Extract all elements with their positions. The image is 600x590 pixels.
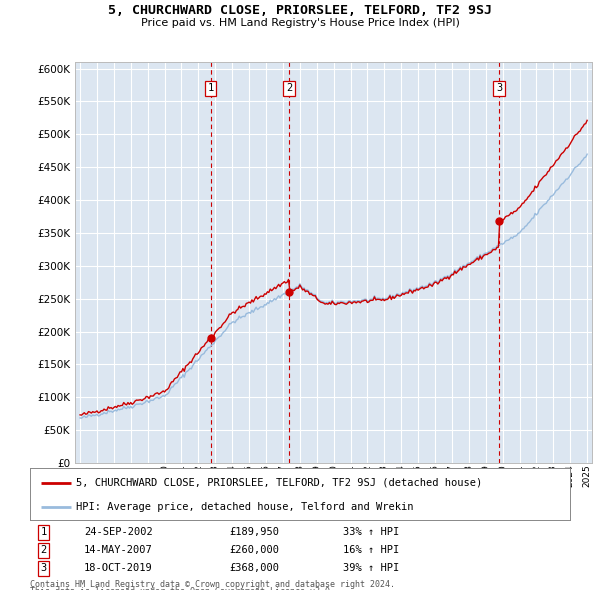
Text: 5, CHURCHWARD CLOSE, PRIORSLEE, TELFORD, TF2 9SJ: 5, CHURCHWARD CLOSE, PRIORSLEE, TELFORD,… (108, 4, 492, 17)
Text: 1: 1 (208, 83, 214, 93)
Text: 5, CHURCHWARD CLOSE, PRIORSLEE, TELFORD, TF2 9SJ (detached house): 5, CHURCHWARD CLOSE, PRIORSLEE, TELFORD,… (76, 478, 482, 488)
Text: 1: 1 (40, 527, 47, 537)
Text: 14-MAY-2007: 14-MAY-2007 (84, 545, 153, 555)
Text: £260,000: £260,000 (230, 545, 280, 555)
Text: 16% ↑ HPI: 16% ↑ HPI (343, 545, 400, 555)
Text: 39% ↑ HPI: 39% ↑ HPI (343, 563, 400, 573)
Text: This data is licensed under the Open Government Licence v3.0.: This data is licensed under the Open Gov… (30, 587, 335, 590)
Text: Price paid vs. HM Land Registry's House Price Index (HPI): Price paid vs. HM Land Registry's House … (140, 18, 460, 28)
Text: 3: 3 (40, 563, 47, 573)
Text: 24-SEP-2002: 24-SEP-2002 (84, 527, 153, 537)
Text: 33% ↑ HPI: 33% ↑ HPI (343, 527, 400, 537)
Text: 18-OCT-2019: 18-OCT-2019 (84, 563, 153, 573)
Text: Contains HM Land Registry data © Crown copyright and database right 2024.: Contains HM Land Registry data © Crown c… (30, 580, 395, 589)
Text: 3: 3 (496, 83, 502, 93)
Text: £189,950: £189,950 (230, 527, 280, 537)
Text: 2: 2 (286, 83, 292, 93)
Text: 2: 2 (40, 545, 47, 555)
Text: £368,000: £368,000 (230, 563, 280, 573)
Text: HPI: Average price, detached house, Telford and Wrekin: HPI: Average price, detached house, Telf… (76, 503, 413, 512)
